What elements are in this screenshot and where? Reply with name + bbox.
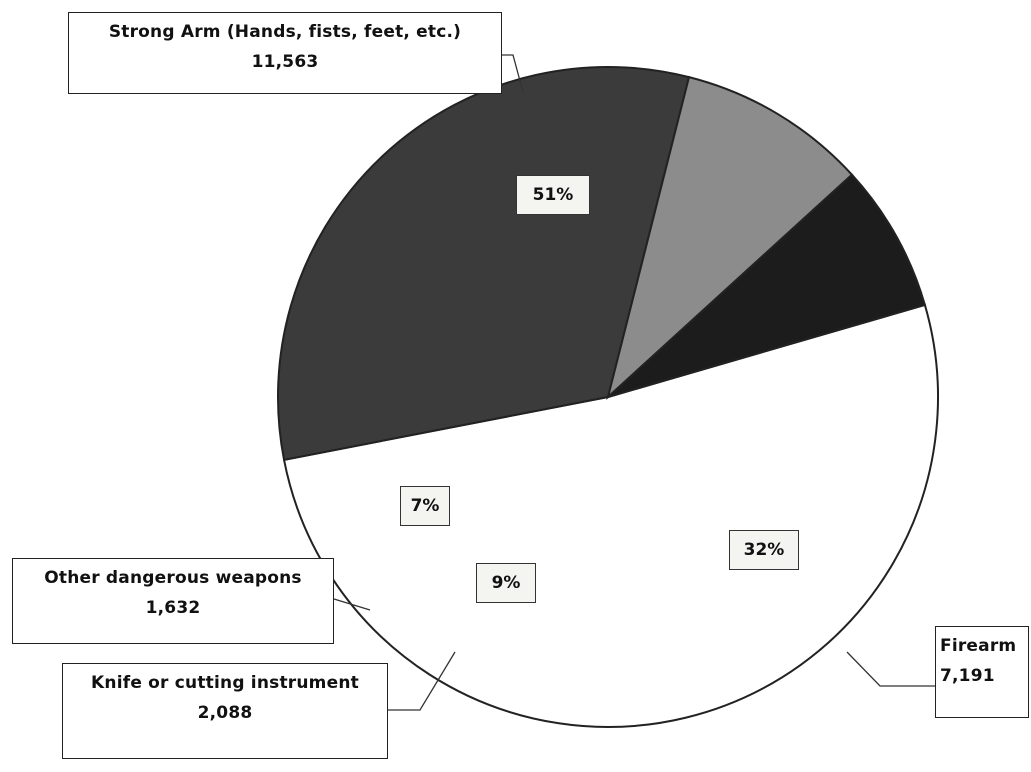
callout-strong-arm: Strong Arm (Hands, fists, feet, etc.) 11… [68,12,502,94]
percent-label-strong-arm: 51% [516,175,590,215]
leader-lines [333,54,935,711]
percent-label-knife: 9% [476,563,536,603]
slice-label-strong-arm: Strong Arm (Hands, fists, feet, etc.) [108,22,462,42]
callout-knife: Knife or cutting instrument 2,088 [62,663,388,759]
pie-slice-3 [607,173,927,398]
callout-firearm: Firearm 7,191 [935,626,1029,718]
callout-other: Other dangerous weapons 1,632 [12,558,334,644]
leader-line-knife [388,651,456,711]
percent-label-firearm: 32% [729,530,799,570]
slice-label-knife: Knife or cutting instrument [91,673,359,693]
pie-slice-0 [282,303,939,728]
slice-value-firearm: 7,191 [940,666,995,686]
leader-line-strong-arm [502,54,524,93]
slice-value-other: 1,632 [145,598,201,618]
pie-slice-2 [606,75,854,400]
pie-slices [277,66,939,728]
leader-line-other [333,598,371,611]
pie-slice-1 [277,66,691,462]
slice-label-other: Other dangerous weapons [44,568,302,588]
slice-value-strong-arm: 11,563 [251,52,319,72]
leader-line-firearm [846,651,935,687]
slice-label-firearm: Firearm [940,636,1017,656]
percent-label-other: 7% [400,486,450,526]
slice-value-knife: 2,088 [197,703,253,723]
